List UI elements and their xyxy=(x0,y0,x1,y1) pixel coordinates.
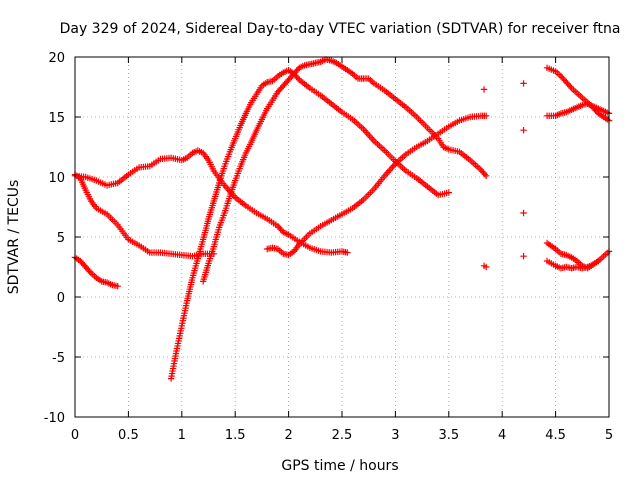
series-track-e xyxy=(199,56,490,285)
series-track-f xyxy=(264,112,490,259)
y-tick-label: 10 xyxy=(48,171,65,186)
data-point xyxy=(595,257,602,265)
x-tick-label: 4.5 xyxy=(545,428,566,443)
x-tick-label: 3 xyxy=(391,428,399,443)
y-tick-label: 0 xyxy=(57,291,65,306)
data-point xyxy=(344,249,351,256)
x-tick-label: 2 xyxy=(284,428,292,443)
x-tick-label: 1 xyxy=(178,428,186,443)
data-point xyxy=(445,189,452,196)
data-point xyxy=(294,75,302,82)
data-point xyxy=(482,263,490,271)
data-point xyxy=(481,171,489,178)
data-point xyxy=(520,253,527,260)
data-series xyxy=(71,56,613,382)
data-point xyxy=(567,83,574,90)
x-tick-label: 4 xyxy=(498,428,506,443)
series-track-j xyxy=(543,257,602,272)
y-axis-ticks: -10 -5 0 5 10 15 20 xyxy=(44,51,609,426)
x-tick-label: 3.5 xyxy=(438,428,459,443)
series-isolated xyxy=(480,80,527,271)
y-tick-label: -5 xyxy=(52,351,65,366)
chart-title: Day 329 of 2024, Sidereal Day-to-day VTE… xyxy=(60,21,621,37)
data-point xyxy=(520,209,527,217)
x-tick-label: 1.5 xyxy=(225,428,246,443)
x-tick-label: 2.5 xyxy=(332,428,353,443)
plot-frame xyxy=(74,56,610,418)
y-axis-label: SDTVAR / TECUs xyxy=(6,180,22,295)
x-tick-label: 0.5 xyxy=(118,428,139,443)
data-point xyxy=(482,112,490,119)
y-tick-label: 5 xyxy=(57,231,65,246)
y-tick-label: 20 xyxy=(48,51,65,66)
data-point xyxy=(520,127,527,134)
series-track-b xyxy=(71,171,218,260)
series-track-c xyxy=(71,254,121,290)
data-point xyxy=(114,283,121,290)
grid-lines xyxy=(75,57,609,417)
y-tick-label: 15 xyxy=(48,111,65,126)
data-point xyxy=(520,80,527,87)
data-point xyxy=(480,86,488,93)
series-track-a xyxy=(71,147,351,256)
data-point xyxy=(86,268,93,275)
x-tick-label: 5 xyxy=(605,428,613,443)
series-track-d xyxy=(167,67,452,382)
x-axis-label: GPS time / hours xyxy=(281,458,398,474)
series-track-h xyxy=(543,64,613,124)
y-tick-label: -10 xyxy=(44,411,65,426)
x-tick-label: 0 xyxy=(71,428,79,443)
data-point xyxy=(482,172,490,179)
